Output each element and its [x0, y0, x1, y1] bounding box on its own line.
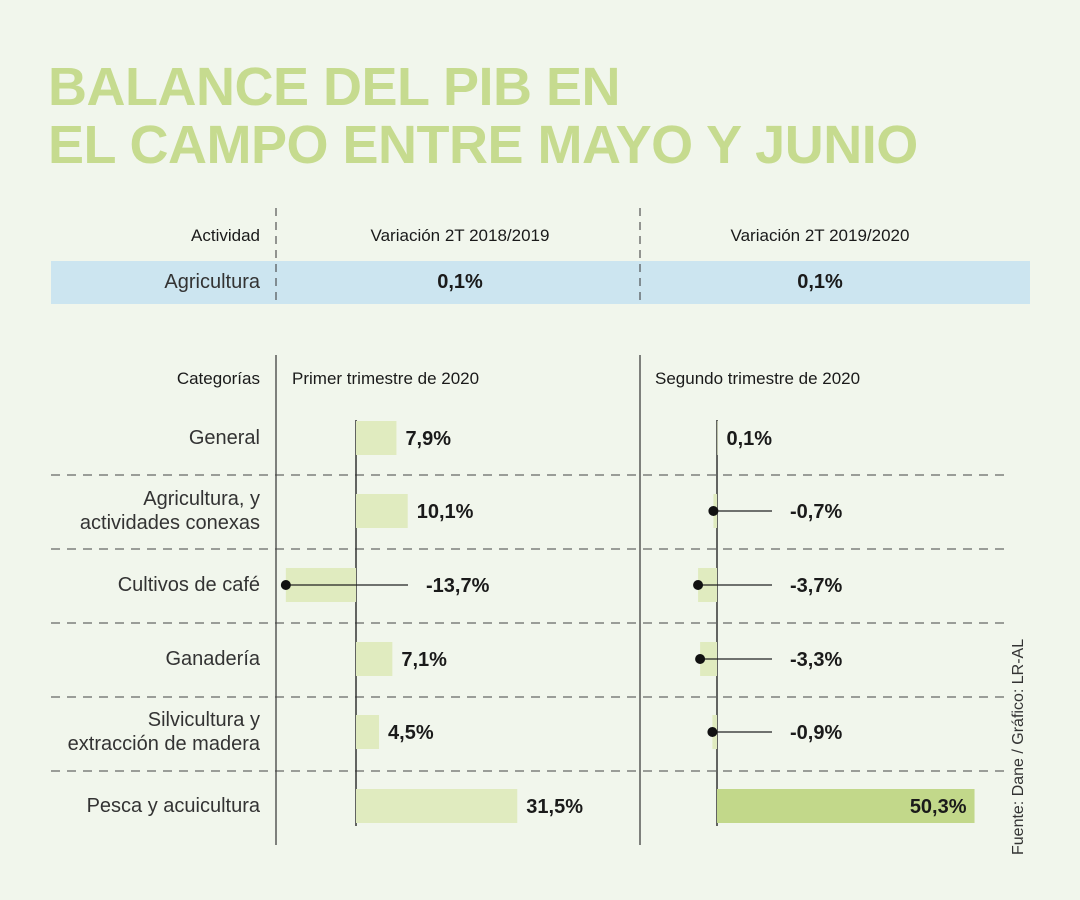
header-primer-trimestre: Primer trimestre de 2020 [292, 369, 480, 388]
bar-s1-1 [356, 421, 397, 455]
category-label-3: Cultivos de café [118, 573, 260, 597]
category-label-line: Pesca y acuicultura [86, 795, 260, 817]
category-label-line: Ganadería [165, 648, 260, 670]
leader-dot-s1-3 [280, 580, 291, 590]
header-segundo-trimestre: Segundo trimestre de 2020 [655, 369, 861, 388]
bar-s1-2 [356, 494, 408, 528]
title-line-2: EL CAMPO ENTRE MAYO Y JUNIO [48, 115, 918, 175]
value-label-s1-2: 10,1% [417, 501, 474, 523]
category-label-1: General [189, 426, 260, 450]
agricultura-row-background [51, 261, 1030, 304]
bar-s1-6 [356, 789, 518, 823]
header-actividad: Actividad [191, 226, 260, 245]
leader-dot-s2-3 [693, 580, 704, 590]
value-label-s1-5: 4,5% [388, 722, 434, 744]
category-label-line: Silvicultura y [147, 709, 260, 731]
category-label-2: Agricultura, y actividades conexas [80, 487, 260, 535]
value-label-s2-5: -0,9% [790, 722, 842, 744]
agricultura-value-2018-2019: 0,1% [437, 271, 483, 293]
header-variacion-2018-2019: Variación 2T 2018/2019 [370, 226, 550, 245]
chart-title: BALANCE DEL PIB EN EL CAMPO ENTRE MAYO Y… [48, 58, 918, 174]
value-label-s2-4: -3,3% [790, 649, 842, 671]
category-label-5: Silvicultura y extracción de madera [68, 708, 260, 756]
row-label-agricultura: Agricultura [164, 271, 260, 293]
category-label-line: extracción de madera [67, 733, 260, 755]
value-label-s1-6: 31,5% [526, 796, 583, 818]
bar-s1-4 [356, 642, 393, 676]
category-label-line: General [188, 427, 260, 449]
bar-s1-5 [356, 715, 380, 749]
leader-dot-s2-5 [707, 727, 718, 737]
value-label-s1-3: -13,7% [426, 575, 490, 597]
leader-dot-s2-2 [708, 506, 719, 516]
category-label-line: Agricultura, y [143, 488, 260, 510]
title-line-1: BALANCE DEL PIB EN [48, 57, 621, 117]
bar-s2-1 [717, 421, 718, 455]
category-label-line: Cultivos de café [117, 574, 260, 596]
leader-dot-s2-4 [695, 654, 706, 664]
category-label-4: Ganadería [165, 647, 260, 671]
value-label-s1-4: 7,1% [401, 649, 447, 671]
source-credit: Fuente: Dane / Gráfico: LR-AL [1010, 638, 1027, 855]
value-label-s2-6: 50,3% [910, 796, 967, 818]
header-categorias: Categorías [176, 369, 260, 388]
value-label-s1-1: 7,9% [405, 428, 451, 450]
category-label-line: actividades conexas [79, 512, 260, 534]
value-label-s2-3: -3,7% [790, 575, 842, 597]
value-label-s2-1: 0,1% [727, 428, 773, 450]
bar-s2-6 [717, 789, 975, 823]
category-label-6: Pesca y acuicultura [87, 794, 260, 818]
value-label-s2-2: -0,7% [790, 501, 842, 523]
header-variacion-2019-2020: Variación 2T 2019/2020 [730, 226, 910, 245]
agricultura-value-2019-2020: 0,1% [797, 271, 843, 293]
